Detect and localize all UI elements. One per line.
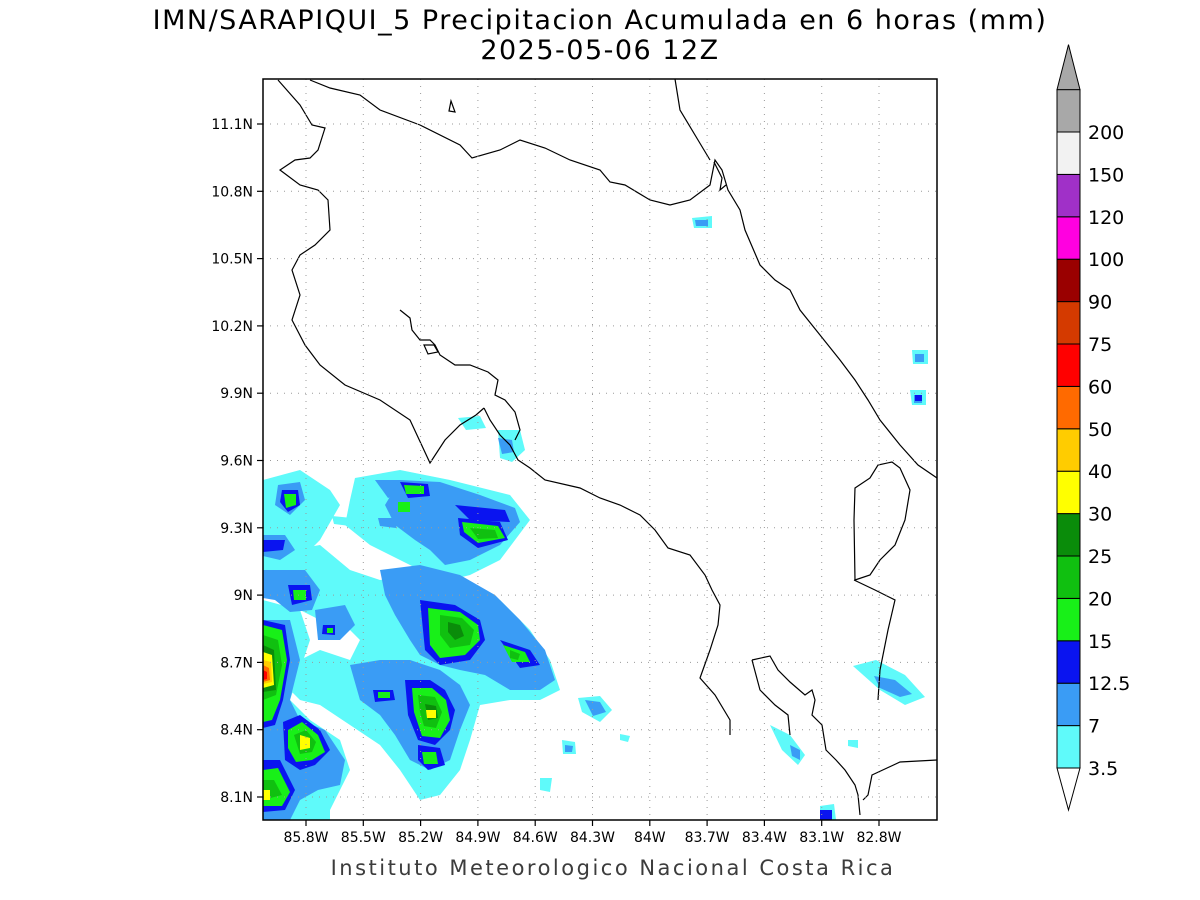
colorbar-level-label: 40 (1088, 461, 1112, 483)
colorbar-segment (1056, 343, 1081, 387)
colorbar-under-triangle-icon (1056, 767, 1081, 812)
map-grid (263, 79, 937, 820)
map-title: IMN/SARAPIQUI_5 Precipitacion Acumulada … (152, 5, 1048, 36)
colorbar-segment (1056, 301, 1081, 345)
colorbar-segment (1056, 258, 1081, 303)
colorbar-level-label: 90 (1088, 292, 1112, 314)
colorbar-level-label: 7 (1088, 716, 1100, 738)
lat-tick-label: 8.4N (220, 723, 253, 739)
lat-tick-label: 10.2N (211, 319, 253, 335)
lat-tick-label: 9.6N (220, 454, 253, 470)
lat-tick-label: 9.9N (220, 386, 253, 402)
colorbar-level-label: 60 (1088, 376, 1112, 398)
colorbar-segment (1056, 725, 1081, 769)
lon-tick-label: 85.5W (341, 830, 386, 846)
footer-credit: Instituto Meteorologico Nacional Costa R… (330, 856, 896, 880)
colorbar-segment (1056, 555, 1081, 599)
colorbar-segment (1056, 597, 1081, 642)
colorbar-over-triangle-icon (1056, 44, 1081, 91)
colorbar-level-label: 200 (1088, 122, 1124, 144)
colorbar-segment (1056, 513, 1081, 557)
colorbar-segment (1056, 173, 1081, 218)
colorbar-level-label: 75 (1088, 334, 1112, 356)
lat-tick-label: 9.3N (220, 521, 253, 537)
colorbar: 3.5 7 12.5 15 20 25 30 40 50 60 75 90 100 120 150 200 (1056, 44, 1130, 812)
colorbar-level-label: 15 (1088, 631, 1112, 653)
lon-tick-label: 84W (634, 830, 666, 846)
lat-tick-label: 10.8N (211, 184, 253, 200)
lat-tick-label: 11.1N (211, 117, 253, 133)
lon-tick-label: 84.9W (455, 830, 500, 846)
lon-tick-label: 82.8W (856, 830, 901, 846)
colorbar-level-label: 50 (1088, 419, 1112, 441)
coastline (277, 79, 937, 816)
plot-frame (262, 78, 938, 821)
lon-tick-label: 84.3W (570, 830, 615, 846)
colorbar-segment (1056, 682, 1081, 727)
colorbar-level-label: 20 (1088, 588, 1112, 610)
lat-tick-label: 9N (234, 588, 253, 604)
map-datetime: 2025-05-06 12Z (480, 35, 720, 66)
lon-tick-label: 83.4W (742, 830, 787, 846)
lat-tick-label: 10.5N (211, 252, 253, 268)
colorbar-segment (1056, 640, 1081, 684)
latitude-axis: 11.1N 10.8N 10.5N 10.2N 9.9N 9.6N 9.3N 9N 8.7N 8.… (211, 117, 263, 806)
lon-tick-label: 83.1W (799, 830, 844, 846)
lon-tick-label: 84.6W (513, 830, 558, 846)
lon-tick-label: 85.8W (283, 830, 328, 846)
colorbar-level-label: 150 (1088, 164, 1124, 186)
colorbar-level-label: 120 (1088, 207, 1124, 229)
colorbar-segment (1056, 385, 1081, 430)
colorbar-segment (1056, 216, 1081, 260)
colorbar-level-label: 100 (1088, 249, 1124, 271)
colorbar-segment (1056, 131, 1081, 175)
colorbar-segment (1056, 89, 1081, 133)
lon-tick-label: 85.2W (398, 830, 443, 846)
colorbar-level-label: 25 (1088, 546, 1112, 568)
precipitation-field (263, 216, 928, 820)
lon-tick-label: 83.7W (685, 830, 730, 846)
lat-tick-label: 8.1N (220, 790, 253, 806)
colorbar-level-label: 30 (1088, 504, 1112, 526)
lat-tick-label: 8.7N (220, 655, 253, 671)
colorbar-segment (1056, 470, 1081, 515)
colorbar-level-label: 12.5 (1088, 673, 1130, 695)
longitude-axis: 85.8W 85.5W 85.2W 84.9W 84.6W 84.3W 84W 83.7W 83… (283, 820, 902, 846)
colorbar-segment (1056, 428, 1081, 472)
colorbar-level-label: 3.5 (1088, 758, 1118, 780)
